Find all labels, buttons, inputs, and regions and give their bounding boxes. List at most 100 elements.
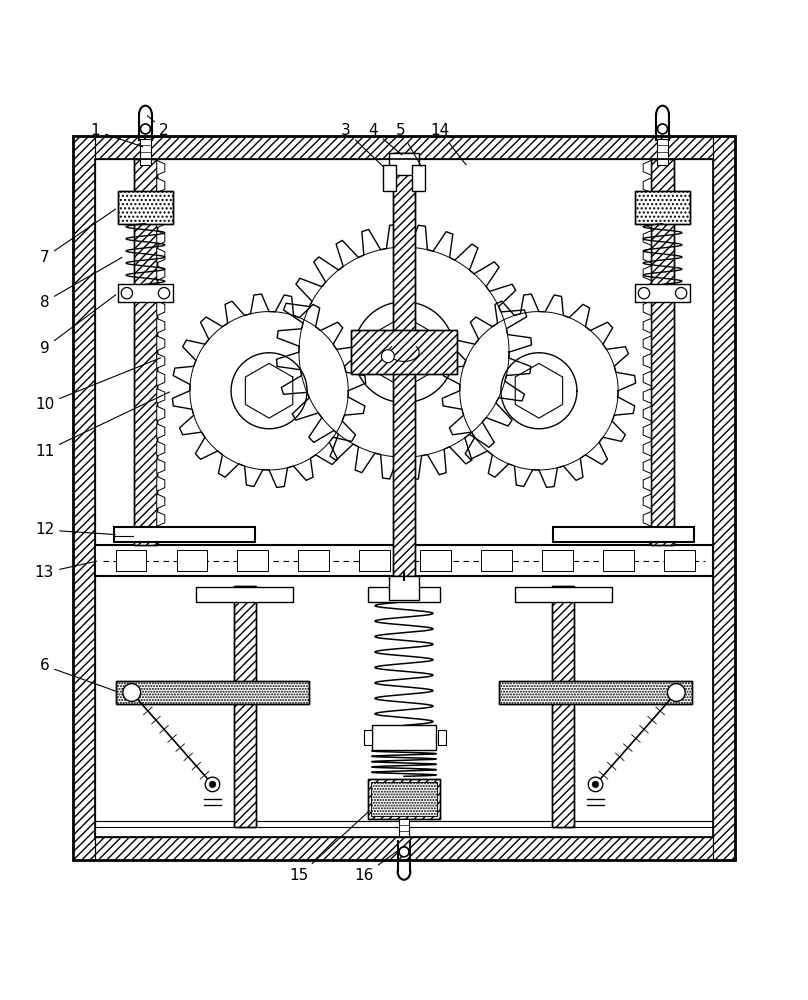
Bar: [116, 681, 309, 704]
Polygon shape: [157, 266, 165, 281]
Text: 5: 5: [396, 123, 421, 166]
Bar: [499, 681, 692, 704]
Polygon shape: [157, 424, 165, 439]
Circle shape: [121, 287, 133, 299]
Text: 3: 3: [341, 123, 384, 167]
Bar: [95, 159, 713, 837]
Polygon shape: [643, 476, 651, 491]
Bar: [140, 139, 151, 165]
Polygon shape: [157, 196, 165, 210]
Bar: [389, 576, 419, 600]
Bar: [116, 681, 309, 704]
Circle shape: [170, 292, 368, 490]
Bar: [604, 550, 634, 571]
Text: 13: 13: [35, 561, 97, 580]
Polygon shape: [643, 318, 651, 333]
Polygon shape: [157, 178, 165, 193]
Polygon shape: [157, 441, 165, 456]
Polygon shape: [393, 153, 415, 576]
Polygon shape: [643, 196, 651, 210]
Circle shape: [592, 781, 599, 788]
Circle shape: [123, 684, 141, 701]
Polygon shape: [157, 529, 165, 544]
Bar: [114, 527, 255, 542]
Polygon shape: [643, 301, 651, 316]
Polygon shape: [643, 529, 651, 544]
Polygon shape: [157, 354, 165, 368]
Bar: [238, 550, 268, 571]
Bar: [412, 165, 425, 191]
Bar: [176, 550, 207, 571]
Polygon shape: [643, 266, 651, 281]
Bar: [420, 550, 451, 571]
Bar: [635, 284, 690, 302]
Circle shape: [667, 684, 685, 701]
Circle shape: [381, 350, 394, 363]
Text: 15: 15: [289, 811, 369, 883]
Bar: [368, 587, 440, 602]
Polygon shape: [643, 512, 651, 526]
Text: 7: 7: [40, 209, 116, 265]
Bar: [118, 284, 173, 302]
Bar: [389, 153, 419, 175]
Bar: [95, 159, 713, 837]
Polygon shape: [157, 213, 165, 228]
Bar: [438, 730, 446, 745]
Polygon shape: [157, 512, 165, 526]
Bar: [95, 545, 713, 576]
Polygon shape: [157, 301, 165, 316]
Polygon shape: [157, 231, 165, 245]
Polygon shape: [157, 160, 165, 175]
Text: 1: 1: [90, 123, 143, 147]
Polygon shape: [643, 389, 651, 403]
Circle shape: [440, 292, 638, 490]
Text: 11: 11: [35, 392, 170, 459]
Polygon shape: [713, 136, 735, 860]
Text: 6: 6: [40, 658, 117, 692]
Polygon shape: [643, 354, 651, 368]
Bar: [368, 779, 440, 819]
Bar: [364, 730, 372, 745]
Bar: [553, 527, 694, 542]
Circle shape: [141, 124, 150, 134]
Polygon shape: [643, 231, 651, 245]
Polygon shape: [643, 494, 651, 509]
Bar: [657, 139, 668, 165]
Polygon shape: [643, 459, 651, 474]
Polygon shape: [643, 283, 651, 298]
Bar: [368, 779, 440, 819]
Polygon shape: [643, 248, 651, 263]
Bar: [118, 191, 173, 224]
Polygon shape: [157, 406, 165, 421]
Bar: [635, 191, 690, 224]
Bar: [383, 165, 396, 191]
Polygon shape: [157, 494, 165, 509]
Bar: [371, 782, 437, 816]
Polygon shape: [157, 389, 165, 403]
Polygon shape: [157, 248, 165, 263]
Text: 8: 8: [40, 257, 122, 310]
Polygon shape: [643, 160, 651, 175]
Circle shape: [209, 781, 216, 788]
Polygon shape: [643, 424, 651, 439]
Circle shape: [274, 222, 534, 482]
Text: 10: 10: [35, 358, 161, 412]
Polygon shape: [134, 159, 157, 545]
Polygon shape: [643, 406, 651, 421]
Bar: [372, 725, 436, 750]
Bar: [371, 782, 437, 816]
Text: 4: 4: [368, 123, 402, 155]
Polygon shape: [157, 318, 165, 333]
Circle shape: [675, 287, 687, 299]
Bar: [635, 191, 690, 224]
Polygon shape: [643, 213, 651, 228]
Polygon shape: [643, 441, 651, 456]
Circle shape: [399, 847, 409, 857]
Bar: [73, 136, 735, 860]
Bar: [116, 550, 146, 571]
Circle shape: [658, 124, 667, 134]
Circle shape: [588, 777, 603, 792]
Bar: [360, 550, 390, 571]
Polygon shape: [157, 476, 165, 491]
Bar: [499, 681, 692, 704]
